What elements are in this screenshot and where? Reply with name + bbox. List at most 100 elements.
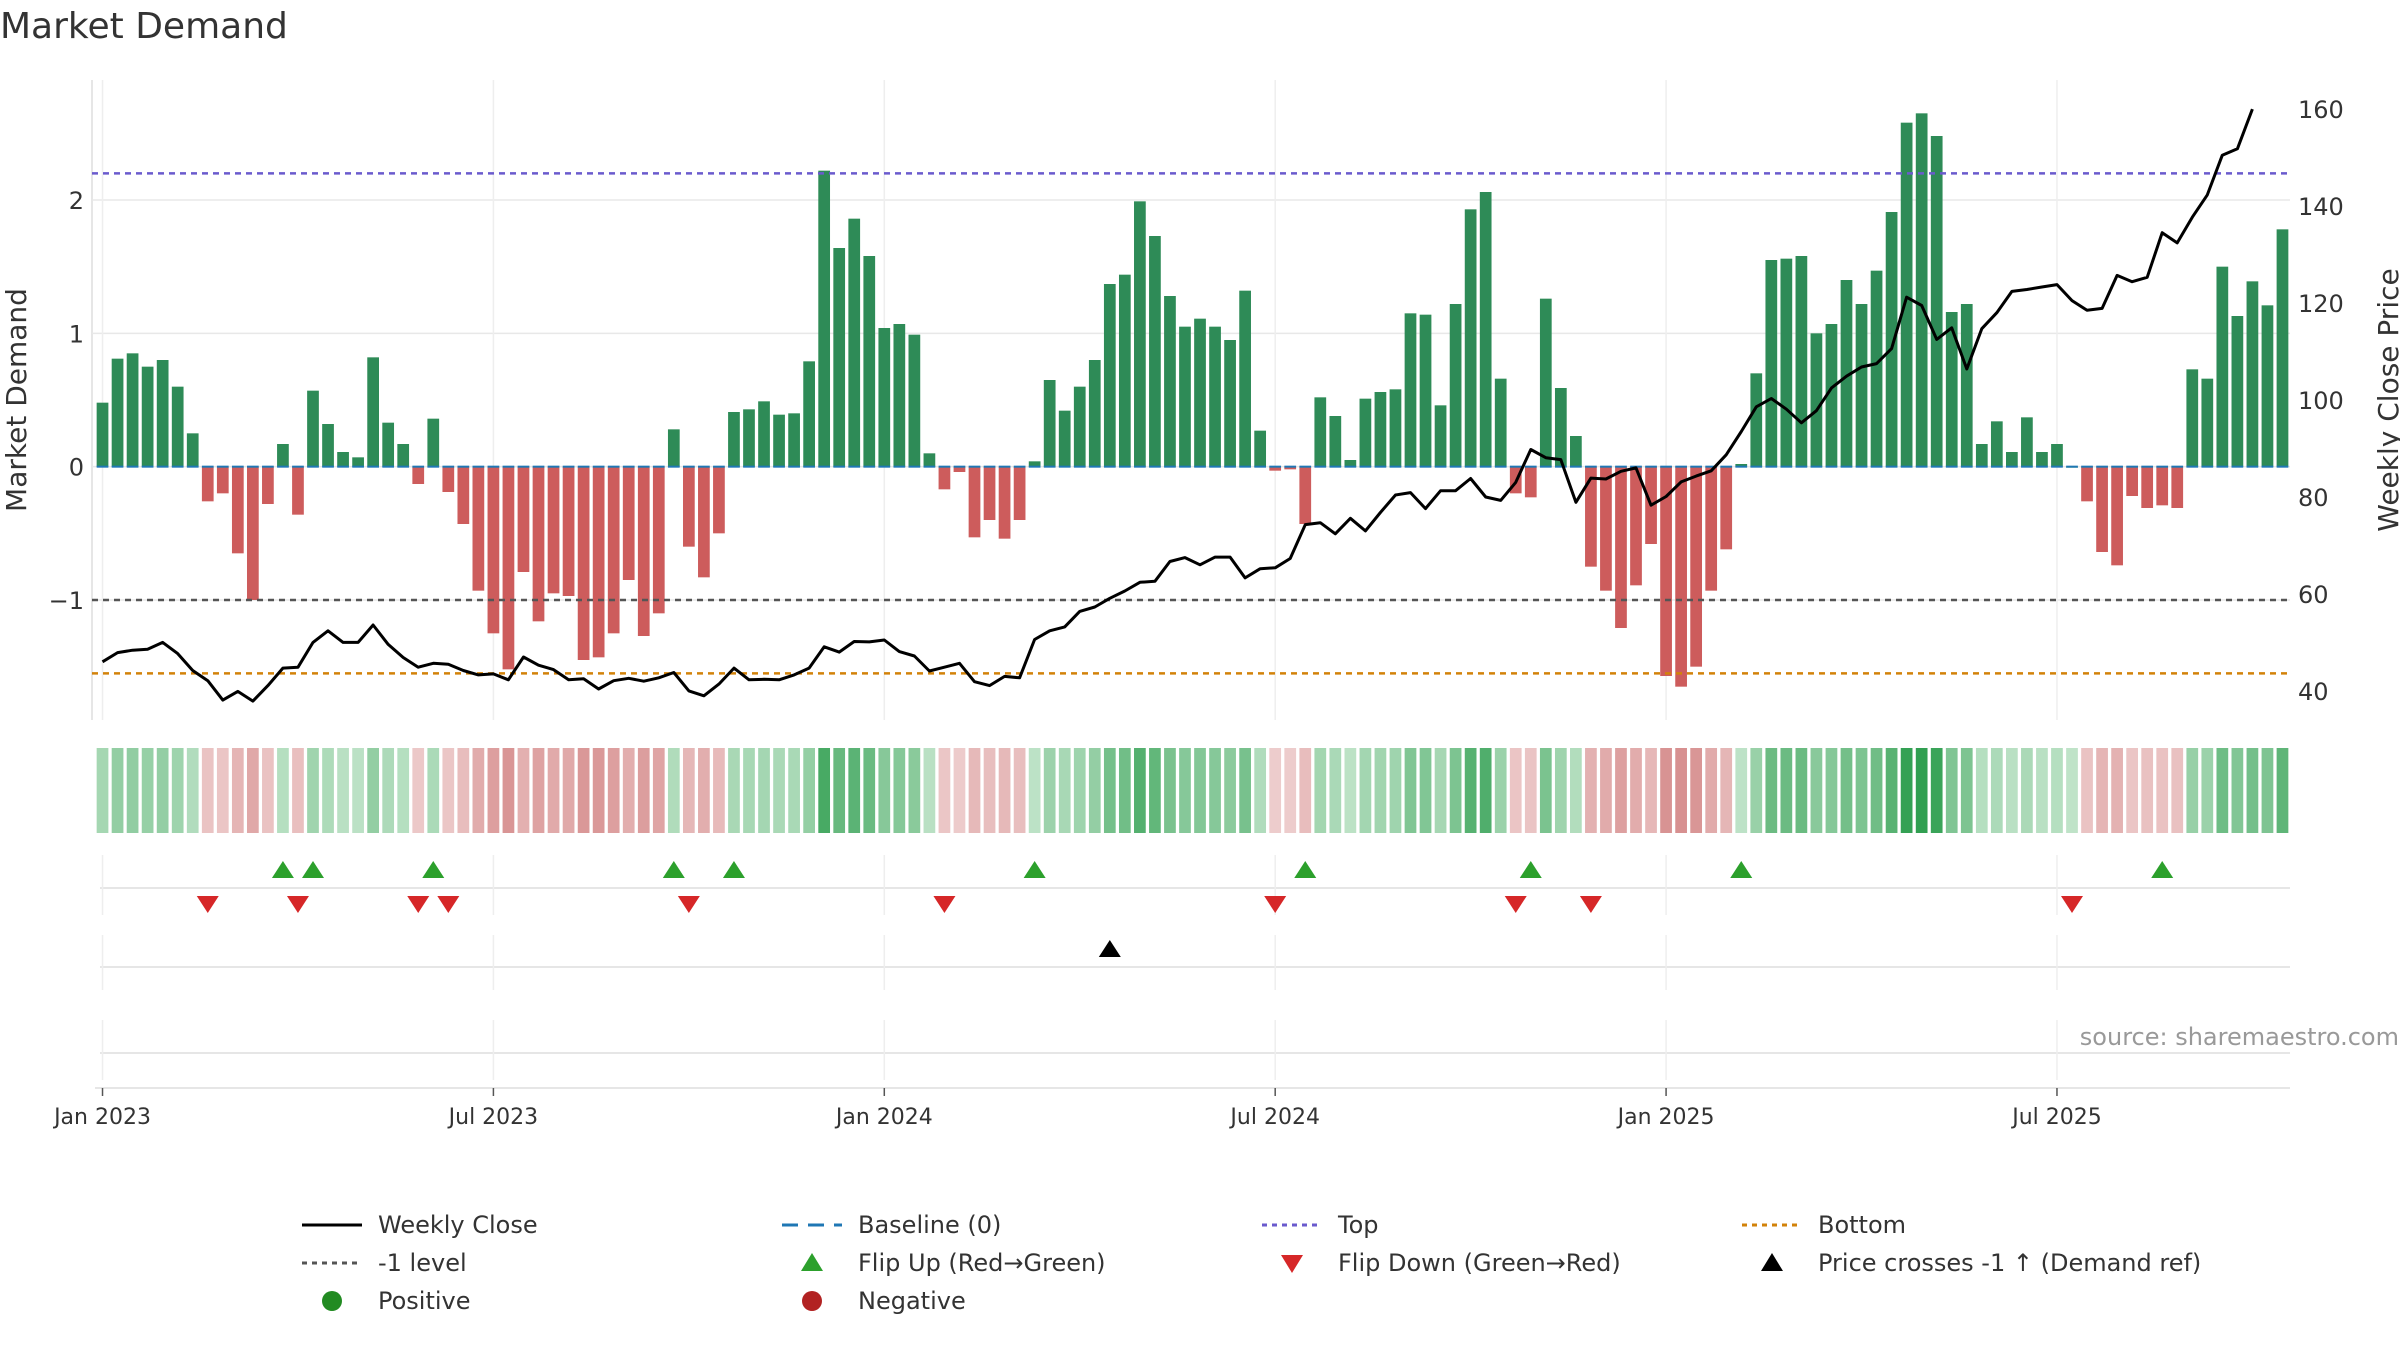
- demand-bar: [1735, 464, 1748, 467]
- demand-bar: [1675, 466, 1687, 687]
- demand-bar: [1028, 461, 1041, 467]
- demand-bar: [1570, 436, 1582, 467]
- demand-bar: [1374, 392, 1387, 467]
- heat-cell: [2006, 748, 2018, 833]
- heat-cell: [1930, 748, 1943, 833]
- heat-cell: [156, 748, 169, 833]
- heat-cell: [412, 748, 425, 833]
- triangle-down-icon: [1281, 1255, 1303, 1273]
- demand-bar: [1389, 389, 1402, 467]
- legend-label: Top: [1338, 1211, 1379, 1239]
- demand-bar: [2036, 452, 2048, 467]
- legend-item-bottom: Bottom: [1740, 1210, 1906, 1240]
- heat-cell: [968, 748, 981, 833]
- legend-label: Flip Up (Red→Green): [858, 1249, 1106, 1277]
- heat-cell: [1539, 748, 1552, 833]
- heat-cell: [1600, 748, 1612, 833]
- heat-cell: [1179, 748, 1191, 833]
- heat-cell: [367, 748, 379, 833]
- heat-cell: [1795, 748, 1808, 833]
- heat-cell: [1780, 748, 1793, 833]
- y2-tick-label: 160: [2298, 96, 2344, 124]
- demand-bar: [953, 466, 966, 472]
- heat-cell: [2261, 748, 2274, 833]
- demand-bar: [231, 466, 244, 554]
- demand-bar: [938, 466, 951, 490]
- heat-cell: [1494, 748, 1507, 833]
- flip-down-marker: [677, 896, 700, 913]
- demand-bar: [1554, 388, 1567, 467]
- flip-down-marker: [437, 896, 460, 913]
- heat-cell: [1630, 748, 1642, 833]
- heat-cell: [2201, 748, 2214, 833]
- legend-label: Bottom: [1818, 1211, 1907, 1239]
- heat-cell: [1720, 748, 1733, 833]
- heat-cell: [201, 748, 214, 833]
- heat-cell: [1509, 748, 1522, 833]
- demand-bar: [1224, 340, 1236, 467]
- heat-cell: [1449, 748, 1462, 833]
- demand-bar: [532, 466, 545, 622]
- source-credit: source: sharemaestro.com: [2080, 1023, 2399, 1051]
- demand-bar: [728, 412, 740, 467]
- x-tick-label: Jan 2023: [52, 1105, 151, 1130]
- demand-bar: [2276, 229, 2289, 467]
- x-tick-label: Jul 2025: [2010, 1105, 2102, 1130]
- heat-cell: [1374, 748, 1387, 833]
- demand-bar: [2126, 466, 2139, 496]
- heat-cell: [1013, 748, 1026, 833]
- demand-bar: [758, 401, 770, 467]
- demand-bar: [322, 424, 334, 467]
- demand-bar: [2141, 466, 2154, 508]
- heat-cell: [983, 748, 996, 833]
- demand-bar: [577, 466, 590, 660]
- demand-bar: [1885, 212, 1898, 467]
- demand-bar: [1359, 398, 1372, 467]
- demand-bar: [667, 429, 680, 467]
- heat-cell: [2066, 748, 2078, 833]
- heat-cell: [532, 748, 545, 833]
- legend-label: Weekly Close: [378, 1211, 538, 1239]
- triangle-up-icon: [801, 1253, 823, 1271]
- flip-down-marker: [1264, 896, 1287, 913]
- demand-bar: [1990, 421, 2003, 467]
- heat-cell: [186, 748, 199, 833]
- heat-cell: [758, 748, 770, 833]
- flip-down-marker: [1504, 896, 1527, 913]
- heat-cell: [171, 748, 184, 833]
- heat-cell: [277, 748, 289, 833]
- y2-tick-label: 140: [2298, 193, 2344, 221]
- y2-tick-label: 100: [2298, 387, 2344, 415]
- legend-item-cross: Price crosses -1 ↑ (Demand ref): [1740, 1248, 2201, 1278]
- y-tick-label: 2: [69, 187, 84, 215]
- heat-cell: [833, 748, 846, 833]
- heat-cell: [1660, 748, 1672, 833]
- heat-cell: [1118, 748, 1131, 833]
- heat-cell: [502, 748, 515, 833]
- demand-bar: [1945, 312, 1958, 467]
- legend-label: Price crosses -1 ↑ (Demand ref): [1818, 1249, 2202, 1277]
- heat-cell: [1705, 748, 1718, 833]
- heat-cell: [337, 748, 349, 833]
- demand-bar: [1284, 466, 1297, 470]
- flip-down-marker: [407, 896, 430, 913]
- heat-cell: [457, 748, 470, 833]
- heat-cell: [2081, 748, 2093, 833]
- heat-cell: [863, 748, 876, 833]
- solid-line-icon: [302, 1223, 362, 1227]
- dotted-line-icon: [302, 1261, 362, 1265]
- heat-cell: [592, 748, 605, 833]
- heat-cell: [1284, 748, 1297, 833]
- demand-bar: [126, 353, 139, 467]
- flip-up-marker: [722, 861, 745, 878]
- demand-bar: [1855, 304, 1868, 467]
- y2-tick-label: 120: [2298, 290, 2344, 318]
- circle-icon: [802, 1291, 822, 1311]
- dotted-line-icon: [1742, 1223, 1802, 1227]
- heat-cell: [1209, 748, 1221, 833]
- heat-cell: [1043, 748, 1056, 833]
- demand-bar: [352, 457, 364, 467]
- demand-bar: [698, 466, 710, 578]
- demand-bar: [186, 433, 199, 467]
- heat-cell: [2021, 748, 2033, 833]
